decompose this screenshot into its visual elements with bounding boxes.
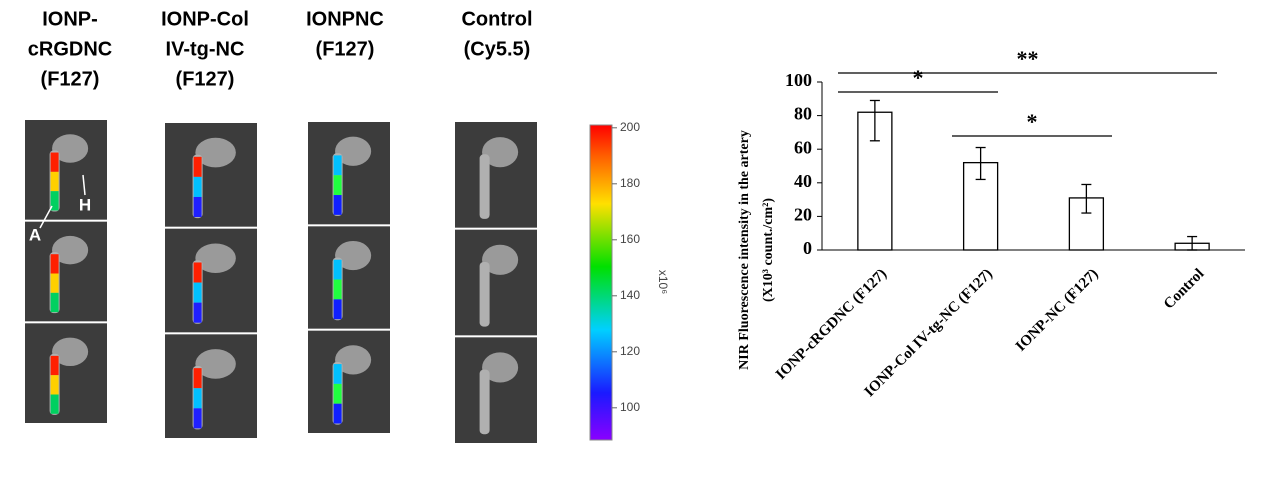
colorbar-tick-label: 140 <box>620 288 640 302</box>
heart <box>195 243 236 274</box>
column-title: cRGDNC <box>28 38 112 60</box>
heart <box>52 337 89 367</box>
marker-arrow <box>39 205 53 229</box>
x-tick-label: IONP-cRGDNC (F127) <box>773 266 890 383</box>
signal <box>193 156 202 177</box>
signal <box>50 355 59 376</box>
signal <box>193 368 202 389</box>
signal <box>333 364 342 384</box>
image-panels <box>25 120 537 443</box>
marker-label: H <box>79 195 91 214</box>
signal <box>333 299 342 320</box>
artery <box>479 369 490 435</box>
significance-label: ** <box>1017 46 1039 71</box>
signal <box>50 394 59 414</box>
signal <box>50 292 59 313</box>
column-title: IONP-Col <box>161 8 249 30</box>
signal <box>193 302 202 323</box>
colorbar-tick-label: 200 <box>620 120 640 134</box>
signal <box>50 375 59 395</box>
signal <box>50 191 59 211</box>
colorbar-tick-label: 160 <box>620 232 640 246</box>
signal <box>333 279 342 300</box>
signal <box>193 388 202 409</box>
y-axis-label: (X10³ count./cm²) <box>761 198 776 302</box>
signal <box>193 262 202 283</box>
signal <box>333 195 342 215</box>
signal <box>50 273 59 293</box>
column-title: IONP- <box>42 8 98 30</box>
marker-arrow <box>82 174 86 196</box>
column-title: Control <box>461 8 532 30</box>
heart <box>52 235 89 265</box>
heart <box>335 345 372 375</box>
y-tick-label: 100 <box>785 70 812 90</box>
column-title: (F127) <box>316 38 375 60</box>
heart <box>482 137 519 168</box>
colorbar-unit: x10⁶ <box>656 270 670 294</box>
signal <box>193 408 202 429</box>
artery <box>479 261 490 327</box>
signal <box>193 282 202 303</box>
heart <box>482 352 519 383</box>
heart <box>52 134 89 163</box>
significance-label: * <box>1027 109 1038 134</box>
column-title: (Cy5.5) <box>464 38 531 60</box>
signal <box>333 175 342 196</box>
heart <box>482 244 519 275</box>
y-tick-label: 80 <box>794 104 812 124</box>
column-title: (F127) <box>41 68 100 90</box>
significance-label: * <box>913 65 924 90</box>
y-tick-label: 0 <box>803 238 812 258</box>
signal <box>50 254 59 274</box>
signal <box>333 259 342 280</box>
signal <box>50 152 59 172</box>
y-tick-label: 20 <box>794 205 812 225</box>
signal <box>193 176 202 197</box>
marker-label: A <box>29 225 41 244</box>
x-tick-label: Control <box>1161 266 1207 312</box>
signal <box>333 403 342 424</box>
y-tick-label: 60 <box>794 137 812 157</box>
x-tick-label: IONP-Col IV-tg-NC (F127) <box>862 266 996 400</box>
colorbar-tick-label: 120 <box>620 344 640 358</box>
column-title: IONPNC <box>306 8 384 30</box>
artery <box>479 154 490 219</box>
y-tick-label: 40 <box>794 171 812 191</box>
heart <box>335 136 372 166</box>
heart <box>195 349 236 379</box>
colorbar <box>589 124 613 441</box>
signal <box>333 383 342 404</box>
y-axis-label: NIR Fluorescence intensity in the artery <box>737 130 752 370</box>
column-title: (F127) <box>176 68 235 90</box>
colorbar-tick-label: 180 <box>620 176 640 190</box>
column-title: IV-tg-NC <box>166 38 245 60</box>
x-tick-label: IONP-NC (F127) <box>1013 266 1102 355</box>
signal <box>50 171 59 192</box>
signal <box>333 155 342 176</box>
colorbar-tick-label: 100 <box>620 400 640 414</box>
heart <box>335 240 372 271</box>
heart <box>195 137 236 168</box>
signal <box>193 196 202 218</box>
